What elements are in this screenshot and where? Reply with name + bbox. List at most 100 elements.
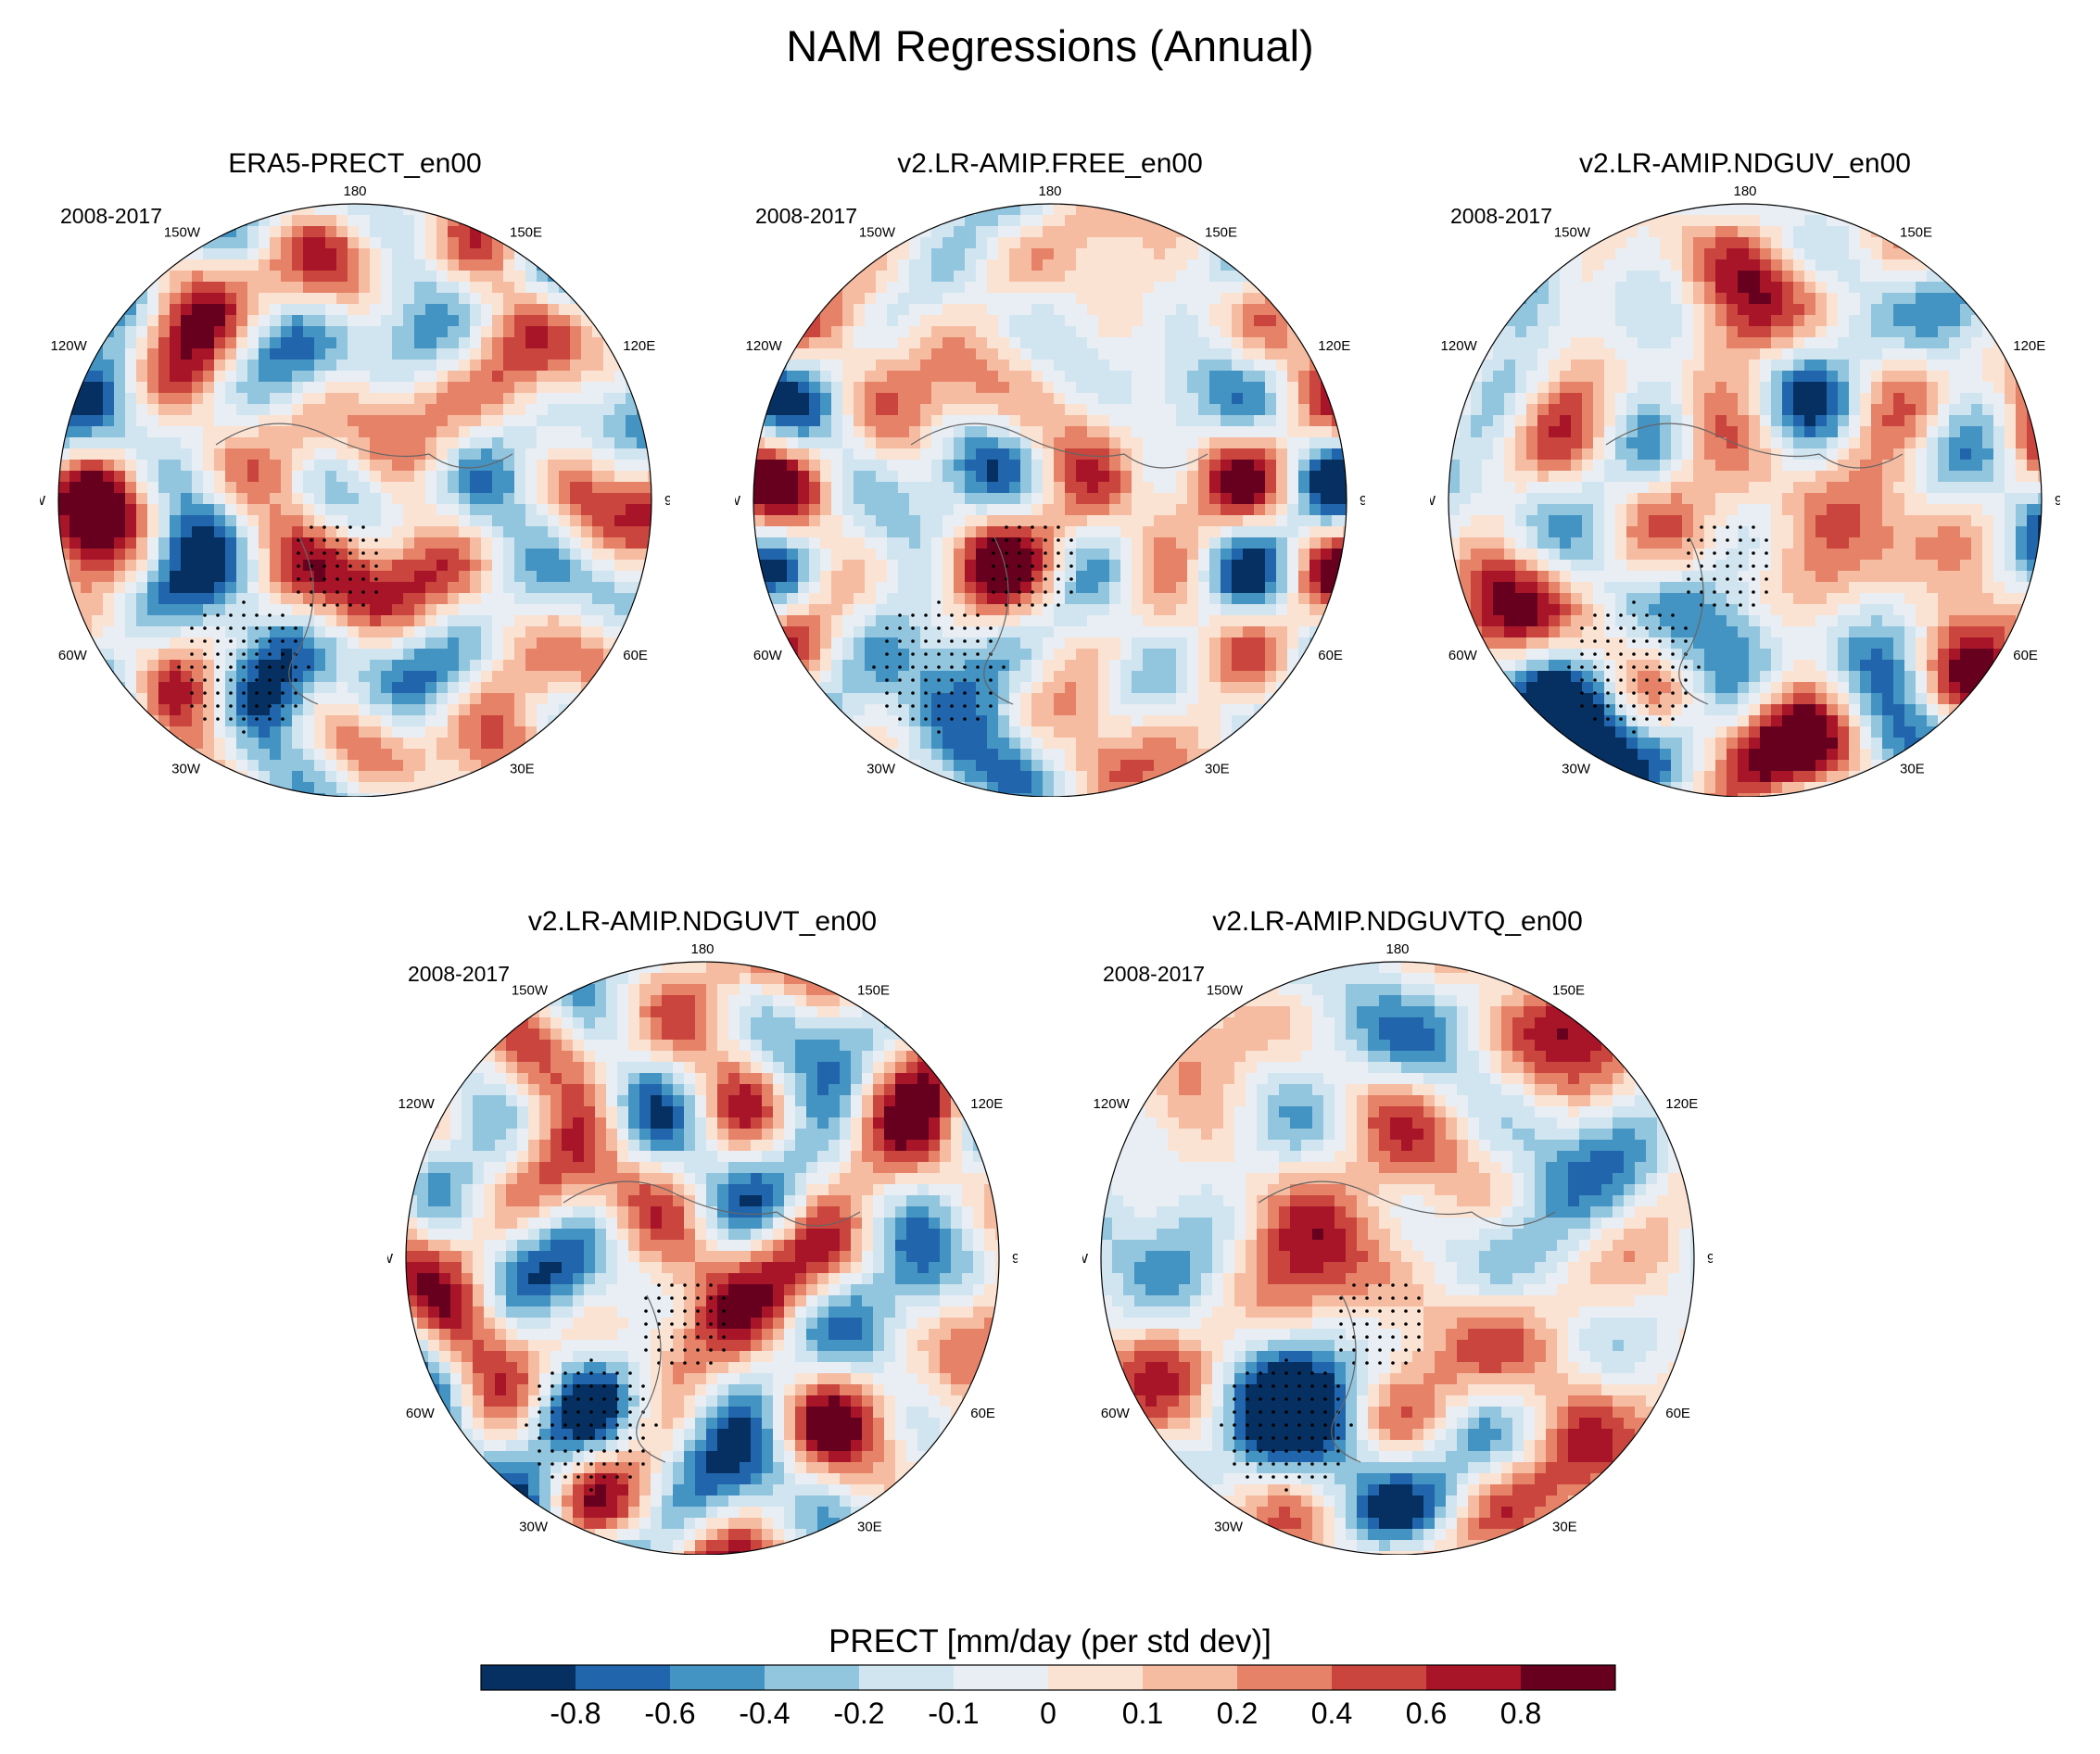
field-cell [1109,348,1121,360]
field-cell [503,282,515,294]
field-cell [1031,582,1044,594]
field-cell [787,426,799,438]
field-cell [492,415,504,427]
field-cell [1165,393,1177,405]
field-cell [325,482,337,494]
field-cell [920,515,932,527]
field-cell [559,682,571,694]
field-cell [798,382,810,394]
field-cell [581,271,593,283]
field-cell [492,259,504,271]
field-cell [976,448,988,461]
field-cell [898,593,910,605]
field-cell [348,560,360,572]
field-cell [370,637,382,650]
field-cell [492,348,504,360]
field-cell [414,715,426,727]
field-cell [965,271,977,283]
field-cell [325,593,337,605]
field-cell [181,204,193,216]
field-cell [753,371,765,383]
field-cell [236,760,248,772]
field-cell [787,348,799,360]
field-cell [514,682,526,694]
field-cell [70,293,82,305]
field-cell [1165,415,1177,427]
field-cell [1043,226,1055,238]
field-cell [1065,471,1077,483]
field-cell [336,448,348,461]
field-cell [170,426,182,438]
field-cell [537,259,549,271]
field-cell [1009,226,1021,238]
field-cell [259,660,271,672]
field-cell [1009,304,1021,316]
field-cell [976,460,988,472]
field-cell [448,593,460,605]
field-cell [303,593,315,605]
field-cell [314,348,326,360]
field-cell [1309,504,1322,516]
field-cell [425,315,437,327]
field-cell [1332,282,1344,294]
field-cell [548,760,560,772]
field-cell [1065,204,1077,216]
field-cell [192,637,204,650]
field-cell [1254,226,1266,238]
field-cell [942,337,955,349]
field-cell [592,549,604,561]
field-cell [987,404,999,416]
field-cell [1176,482,1188,494]
field-cell [1221,560,1233,572]
field-cell [58,693,70,705]
field-cell [136,682,148,694]
field-cell [236,282,248,294]
field-cell [876,437,888,449]
field-cell [214,360,226,372]
field-cell [425,760,437,772]
field-cell [492,649,504,661]
field-cell [170,582,182,594]
field-cell [1276,237,1288,249]
field-cell [270,793,282,797]
field-cell [765,271,777,283]
field-cell [270,704,282,716]
field-cell [203,460,215,472]
field-cell [1298,360,1310,372]
field-cell [987,526,999,538]
field-cell [147,460,159,472]
field-cell [314,560,326,572]
field-cell [114,571,126,583]
field-cell [414,738,426,750]
field-cell [776,582,788,594]
field-cell [1076,593,1088,605]
field-cell [1243,471,1255,483]
field-cell [1031,348,1044,360]
field-cell [514,749,526,761]
field-cell [525,749,538,761]
field-cell [998,237,1010,249]
field-cell [1009,204,1021,216]
field-cell [459,460,471,472]
field-cell [1198,571,1210,583]
field-cell [614,571,626,583]
field-cell [70,237,82,249]
field-cell [181,493,193,505]
field-cell [58,615,70,627]
field-cell [1020,337,1032,349]
field-cell [887,360,899,372]
field-cell [181,348,193,360]
field-cell [303,493,315,505]
field-cell [203,515,215,527]
field-cell [514,437,526,449]
field-cell [92,304,104,316]
field-cell [336,426,348,438]
field-cell [1276,515,1288,527]
field-cell [181,615,193,627]
field-cell [1232,482,1244,494]
field-cell [114,782,126,794]
field-cell [876,348,888,360]
field-cell [1232,348,1244,360]
field-cell [1343,448,1347,461]
field-cell [1054,482,1066,494]
